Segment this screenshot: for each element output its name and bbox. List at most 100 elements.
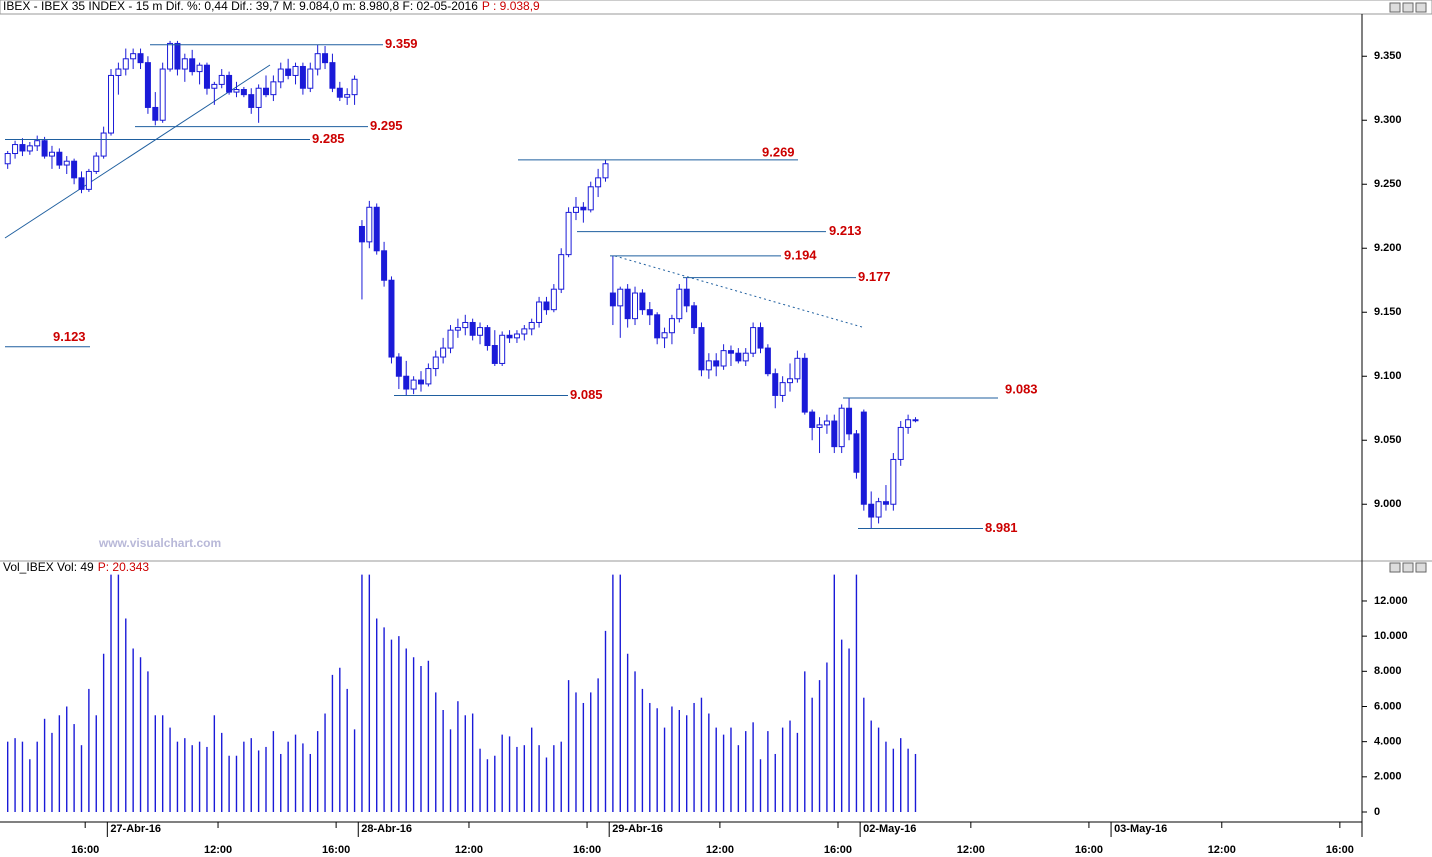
candle-body — [772, 373, 779, 396]
level-label: 9.085 — [570, 387, 603, 402]
candle-body — [742, 352, 749, 362]
candle-body — [499, 334, 506, 364]
candle-body — [130, 53, 137, 60]
candle-body — [823, 420, 830, 426]
candle-body — [277, 68, 284, 83]
y-tick-label: 10.000 — [1374, 630, 1408, 642]
header-price: P : 9.038,9 — [482, 0, 540, 13]
candle-body — [809, 411, 816, 428]
candle-body — [181, 58, 188, 70]
candle-body — [56, 151, 63, 166]
candle-body — [602, 163, 609, 179]
volume-header-text: Vol_IBEX Vol: 49 — [3, 560, 94, 574]
candle-body — [735, 352, 742, 362]
candle-body — [787, 378, 794, 384]
x-tick-label: 16:00 — [824, 844, 852, 856]
level-label: 9.359 — [385, 36, 418, 51]
header-bar — [0, 0, 1432, 15]
volume-window-buttons[interactable] — [1389, 562, 1427, 573]
candle-body — [572, 206, 579, 213]
candle-body — [12, 144, 19, 155]
candle-body — [868, 503, 875, 518]
candle-body — [683, 288, 690, 307]
candle-body — [764, 347, 771, 375]
y-tick-label: 2.000 — [1374, 771, 1402, 783]
candle-body — [85, 170, 92, 190]
candle-body — [314, 53, 321, 70]
candle-body — [543, 301, 550, 311]
x-tick-label: 12:00 — [706, 844, 734, 856]
candle-body — [63, 160, 70, 166]
y-tick-label: 12.000 — [1374, 595, 1408, 607]
level-label: 9.285 — [312, 131, 345, 146]
candle-body — [226, 74, 233, 93]
candle-body — [263, 87, 270, 96]
window-buttons[interactable] — [1389, 2, 1427, 13]
candle-body — [779, 382, 786, 396]
level-label: 9.123 — [53, 329, 86, 344]
candle-body — [344, 94, 351, 98]
candle-body — [373, 206, 380, 252]
watermark: www.visualchart.com — [98, 536, 221, 550]
candle-body — [720, 350, 727, 367]
candle-body — [462, 321, 469, 329]
candle-body — [285, 68, 292, 76]
candle-body — [831, 420, 838, 448]
candle-body — [905, 419, 912, 428]
level-label: 9.177 — [858, 269, 891, 284]
x-tick-label: 12:00 — [204, 844, 232, 856]
candle-body — [565, 211, 572, 256]
candle-body — [167, 42, 174, 70]
level-label: 9.213 — [829, 223, 862, 238]
candle-body — [34, 140, 41, 147]
minimize-button[interactable] — [1389, 2, 1401, 13]
candle-body — [890, 458, 897, 505]
candle-body — [506, 334, 513, 339]
y-tick-label: 9.200 — [1374, 242, 1402, 254]
candle-body — [322, 53, 329, 64]
candle-body — [240, 89, 247, 96]
y-tick-label: 9.350 — [1374, 50, 1402, 62]
volume-plot — [6, 574, 917, 812]
candle-body — [595, 177, 602, 188]
candle-body — [801, 357, 808, 413]
candle-body — [211, 83, 218, 89]
x-date-label: 03-May-16 — [1114, 823, 1167, 835]
candle-body — [71, 160, 78, 179]
candle-body — [440, 347, 447, 358]
candle-body — [248, 94, 255, 108]
candle-body — [580, 206, 587, 211]
candle-body — [159, 68, 166, 121]
x-tick-label: 12:00 — [1208, 844, 1236, 856]
candle-body — [299, 65, 306, 89]
candle-body — [233, 89, 240, 93]
x-date-label: 02-May-16 — [863, 823, 916, 835]
candle-body — [882, 501, 889, 505]
candle-body — [875, 501, 882, 518]
y-tick-label: 9.050 — [1374, 434, 1402, 446]
candle-body — [381, 250, 388, 281]
maximize-button[interactable] — [1402, 562, 1414, 573]
minimize-button[interactable] — [1389, 562, 1401, 573]
candle-body — [558, 254, 565, 290]
candle-body — [846, 407, 853, 435]
maximize-button[interactable] — [1402, 2, 1414, 13]
x-date-label: 29-Abr-16 — [612, 823, 663, 835]
candle-body — [632, 292, 639, 320]
candle-body — [203, 64, 210, 89]
trend-line — [4, 64, 271, 239]
candle-body — [661, 332, 668, 339]
level-label: 9.194 — [784, 247, 817, 262]
close-button[interactable] — [1415, 2, 1427, 13]
candle-body — [115, 68, 122, 76]
candle-body — [816, 424, 823, 428]
candle-body — [469, 321, 476, 336]
candle-body — [477, 327, 484, 336]
close-button[interactable] — [1415, 562, 1427, 573]
x-date-label: 27-Abr-16 — [110, 823, 161, 835]
candle-body — [108, 74, 115, 134]
candle-body — [41, 140, 48, 157]
header-text: IBEX - IBEX 35 INDEX - 15 m Dif. %: 0,44… — [3, 0, 478, 13]
candle-body — [646, 309, 653, 316]
